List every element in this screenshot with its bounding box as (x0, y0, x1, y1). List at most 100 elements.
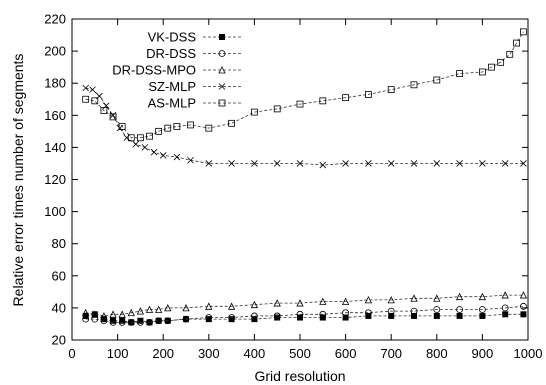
x-tick-label: 800 (426, 346, 448, 361)
data-point (456, 70, 464, 77)
data-point (159, 152, 167, 159)
data-point (519, 291, 528, 299)
data-point (501, 291, 509, 299)
legend-label: DR-DSS (146, 46, 196, 61)
data-point (410, 160, 418, 167)
data-point (411, 312, 417, 319)
x-tick-label: 500 (289, 346, 311, 361)
data-point (388, 312, 395, 319)
legend-marker (218, 99, 226, 107)
data-point (250, 108, 258, 116)
data-point (82, 95, 90, 103)
data-point (182, 315, 190, 323)
x-tick-label: 1000 (514, 346, 543, 361)
data-point (100, 317, 108, 325)
y-tick-label: 40 (52, 300, 66, 315)
legend-marker (219, 34, 225, 40)
data-point (410, 307, 418, 315)
data-point (433, 160, 441, 167)
data-point (455, 292, 464, 301)
series-1 (82, 302, 527, 326)
x-tick-label: 100 (107, 346, 129, 361)
data-point (82, 308, 90, 317)
data-point (387, 307, 395, 315)
data-point (205, 314, 213, 321)
y-tick-label: 80 (52, 236, 66, 251)
data-point (100, 312, 108, 320)
data-point (433, 306, 441, 313)
data-point (342, 160, 349, 167)
legend-label: DR-DSS-MPO (112, 63, 196, 78)
data-point (119, 317, 126, 324)
data-point (91, 310, 99, 318)
data-point (520, 160, 527, 167)
y-tick-label: 20 (52, 333, 66, 348)
data-point (182, 304, 190, 312)
data-point (479, 160, 486, 167)
data-point (478, 292, 487, 301)
data-point (228, 316, 235, 323)
data-point (91, 311, 98, 318)
data-point (82, 315, 90, 323)
data-point (296, 100, 304, 108)
data-point (520, 302, 527, 310)
x-tick-label: 300 (198, 346, 220, 361)
data-point (164, 317, 172, 325)
data-point (91, 315, 99, 323)
legend-marker (218, 50, 226, 57)
data-point (319, 161, 327, 169)
data-point (136, 134, 144, 142)
data-point (342, 94, 350, 102)
data-point (502, 311, 509, 318)
y-tick-label: 100 (44, 204, 66, 219)
data-point (118, 310, 126, 318)
data-point (118, 318, 126, 326)
data-point (146, 319, 153, 326)
data-point (173, 123, 181, 130)
data-point (342, 314, 349, 321)
y-tick-label: 60 (52, 268, 66, 283)
legend-label: VK-DSS (148, 30, 197, 45)
data-point (187, 156, 194, 164)
data-point (433, 76, 441, 84)
legend-label: AS-MLP (148, 96, 196, 111)
data-point (433, 312, 440, 319)
data-point (89, 86, 96, 93)
legend-marker (218, 66, 226, 74)
data-point (506, 50, 514, 58)
data-point (136, 307, 145, 315)
data-point (296, 310, 304, 318)
data-point (141, 144, 149, 151)
y-axis-title: Relative error times number of segments (10, 54, 26, 307)
axes-layer: 0 100 200 300 400 500 600 700 800 900 1000 20 40 60 80… (44, 12, 542, 362)
data-point (479, 312, 486, 319)
data-point (155, 317, 162, 324)
data-point (127, 308, 135, 317)
data-point (145, 305, 154, 313)
data-point (488, 63, 495, 71)
data-point (250, 300, 259, 309)
data-point (155, 317, 163, 325)
data-point (273, 160, 281, 167)
data-point (118, 123, 126, 130)
data-point (501, 304, 509, 312)
data-point (478, 306, 486, 313)
data-point (109, 310, 117, 318)
data-point (251, 160, 258, 167)
series-2 (82, 291, 528, 320)
data-point (228, 160, 235, 167)
data-point (456, 306, 464, 313)
data-point (127, 134, 135, 142)
data-point (154, 305, 163, 313)
data-point (387, 86, 395, 94)
data-point (110, 317, 117, 324)
data-point (205, 124, 213, 132)
data-point (342, 309, 350, 317)
legend-marker (218, 83, 226, 90)
data-point (497, 58, 505, 66)
data-point (109, 318, 117, 326)
y-tick-label: 200 (44, 44, 66, 59)
y-tick-label: 160 (44, 108, 66, 123)
data-point (227, 302, 236, 310)
